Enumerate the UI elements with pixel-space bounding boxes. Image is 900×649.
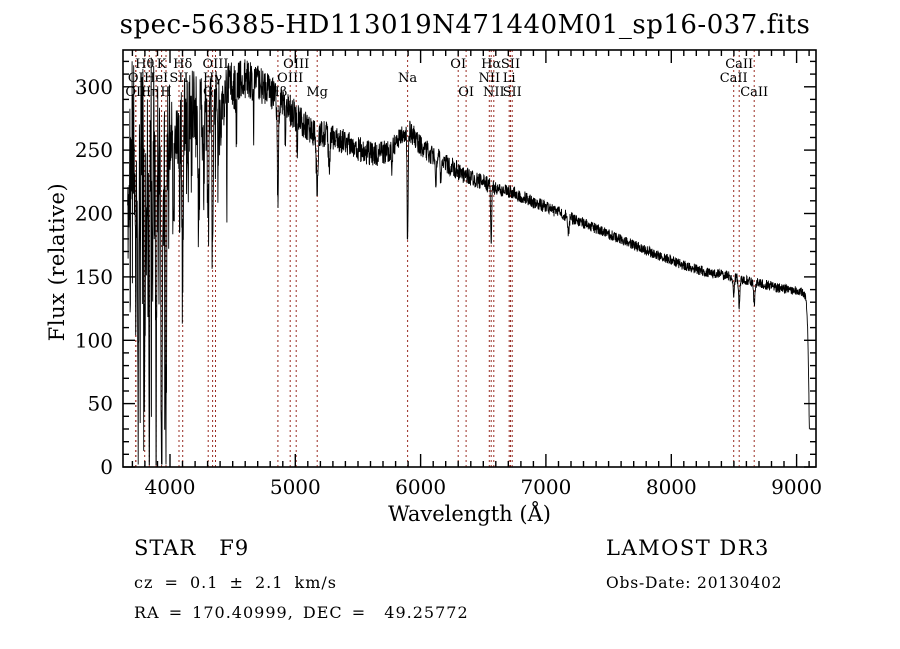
- plot-frame: [122, 49, 817, 468]
- x-tick-label: 7000: [520, 475, 571, 499]
- y-tick-label: 50: [88, 392, 113, 416]
- y-tick-label: 0: [100, 455, 113, 479]
- spectral-line-label: OI: [458, 85, 474, 100]
- spectral-line-label: CaII: [720, 71, 748, 86]
- spectral-line-label: OIII: [283, 57, 309, 72]
- y-tick-label: 200: [75, 202, 113, 226]
- spectral-line-label: OIII: [202, 57, 228, 72]
- spectral-line-label: SII: [503, 85, 522, 100]
- survey-release-text: LAMOST DR3: [606, 536, 770, 560]
- spectral-line-label: K: [157, 57, 167, 72]
- y-tick-label: 150: [75, 265, 113, 289]
- ra-dec-text: RA = 170.40999, DEC = 49.25772: [134, 603, 469, 622]
- spectral-line-label: OIII: [277, 71, 303, 86]
- spectral-line-label: HeI: [144, 71, 168, 86]
- spectral-line-label: CaII: [725, 57, 753, 72]
- x-tick-label: 9000: [771, 475, 822, 499]
- spectral-line-label: Hγ: [203, 71, 222, 86]
- object-class-text: STAR F9: [134, 536, 250, 560]
- spectral-line-label: Li: [503, 71, 516, 86]
- y-axis-label: Flux (relative): [45, 182, 69, 342]
- spectral-line-label: Hα: [481, 57, 501, 72]
- spectral-line-label: Hθ: [135, 57, 154, 72]
- spectral-line-label: Mg: [306, 85, 328, 100]
- x-axis-label: Wavelength (Å): [388, 502, 551, 526]
- spectrum-trace: [127, 57, 810, 465]
- cz-velocity-text: cz = 0.1 ± 2.1 km/s: [134, 573, 337, 592]
- x-tick-label: 4000: [145, 475, 196, 499]
- spectral-line-label: SII: [169, 71, 188, 86]
- x-tick-label: 8000: [646, 475, 697, 499]
- y-tick-label: 100: [75, 328, 113, 352]
- spectral-line-label: G: [203, 85, 213, 100]
- x-tick-label: 6000: [395, 475, 446, 499]
- spectral-line-label: H: [160, 85, 171, 100]
- plot-title: spec-56385-HD113019N471440M01_sp16-037.f…: [119, 10, 811, 40]
- y-tick-label: 300: [75, 75, 113, 99]
- spectral-line-label: SII: [501, 57, 520, 72]
- spectral-line-label: NII: [483, 85, 505, 100]
- spectral-line-label: OI: [450, 57, 466, 72]
- spectral-line-label: NII: [478, 71, 500, 86]
- obs-date-text: Obs-Date: 20130402: [606, 574, 783, 592]
- spectral-line-label: CaII: [740, 85, 768, 100]
- spectral-line-label: Hδ: [173, 57, 192, 72]
- x-tick-label: 5000: [270, 475, 321, 499]
- spectral-line-label: Na: [398, 71, 417, 86]
- y-tick-label: 250: [75, 138, 113, 162]
